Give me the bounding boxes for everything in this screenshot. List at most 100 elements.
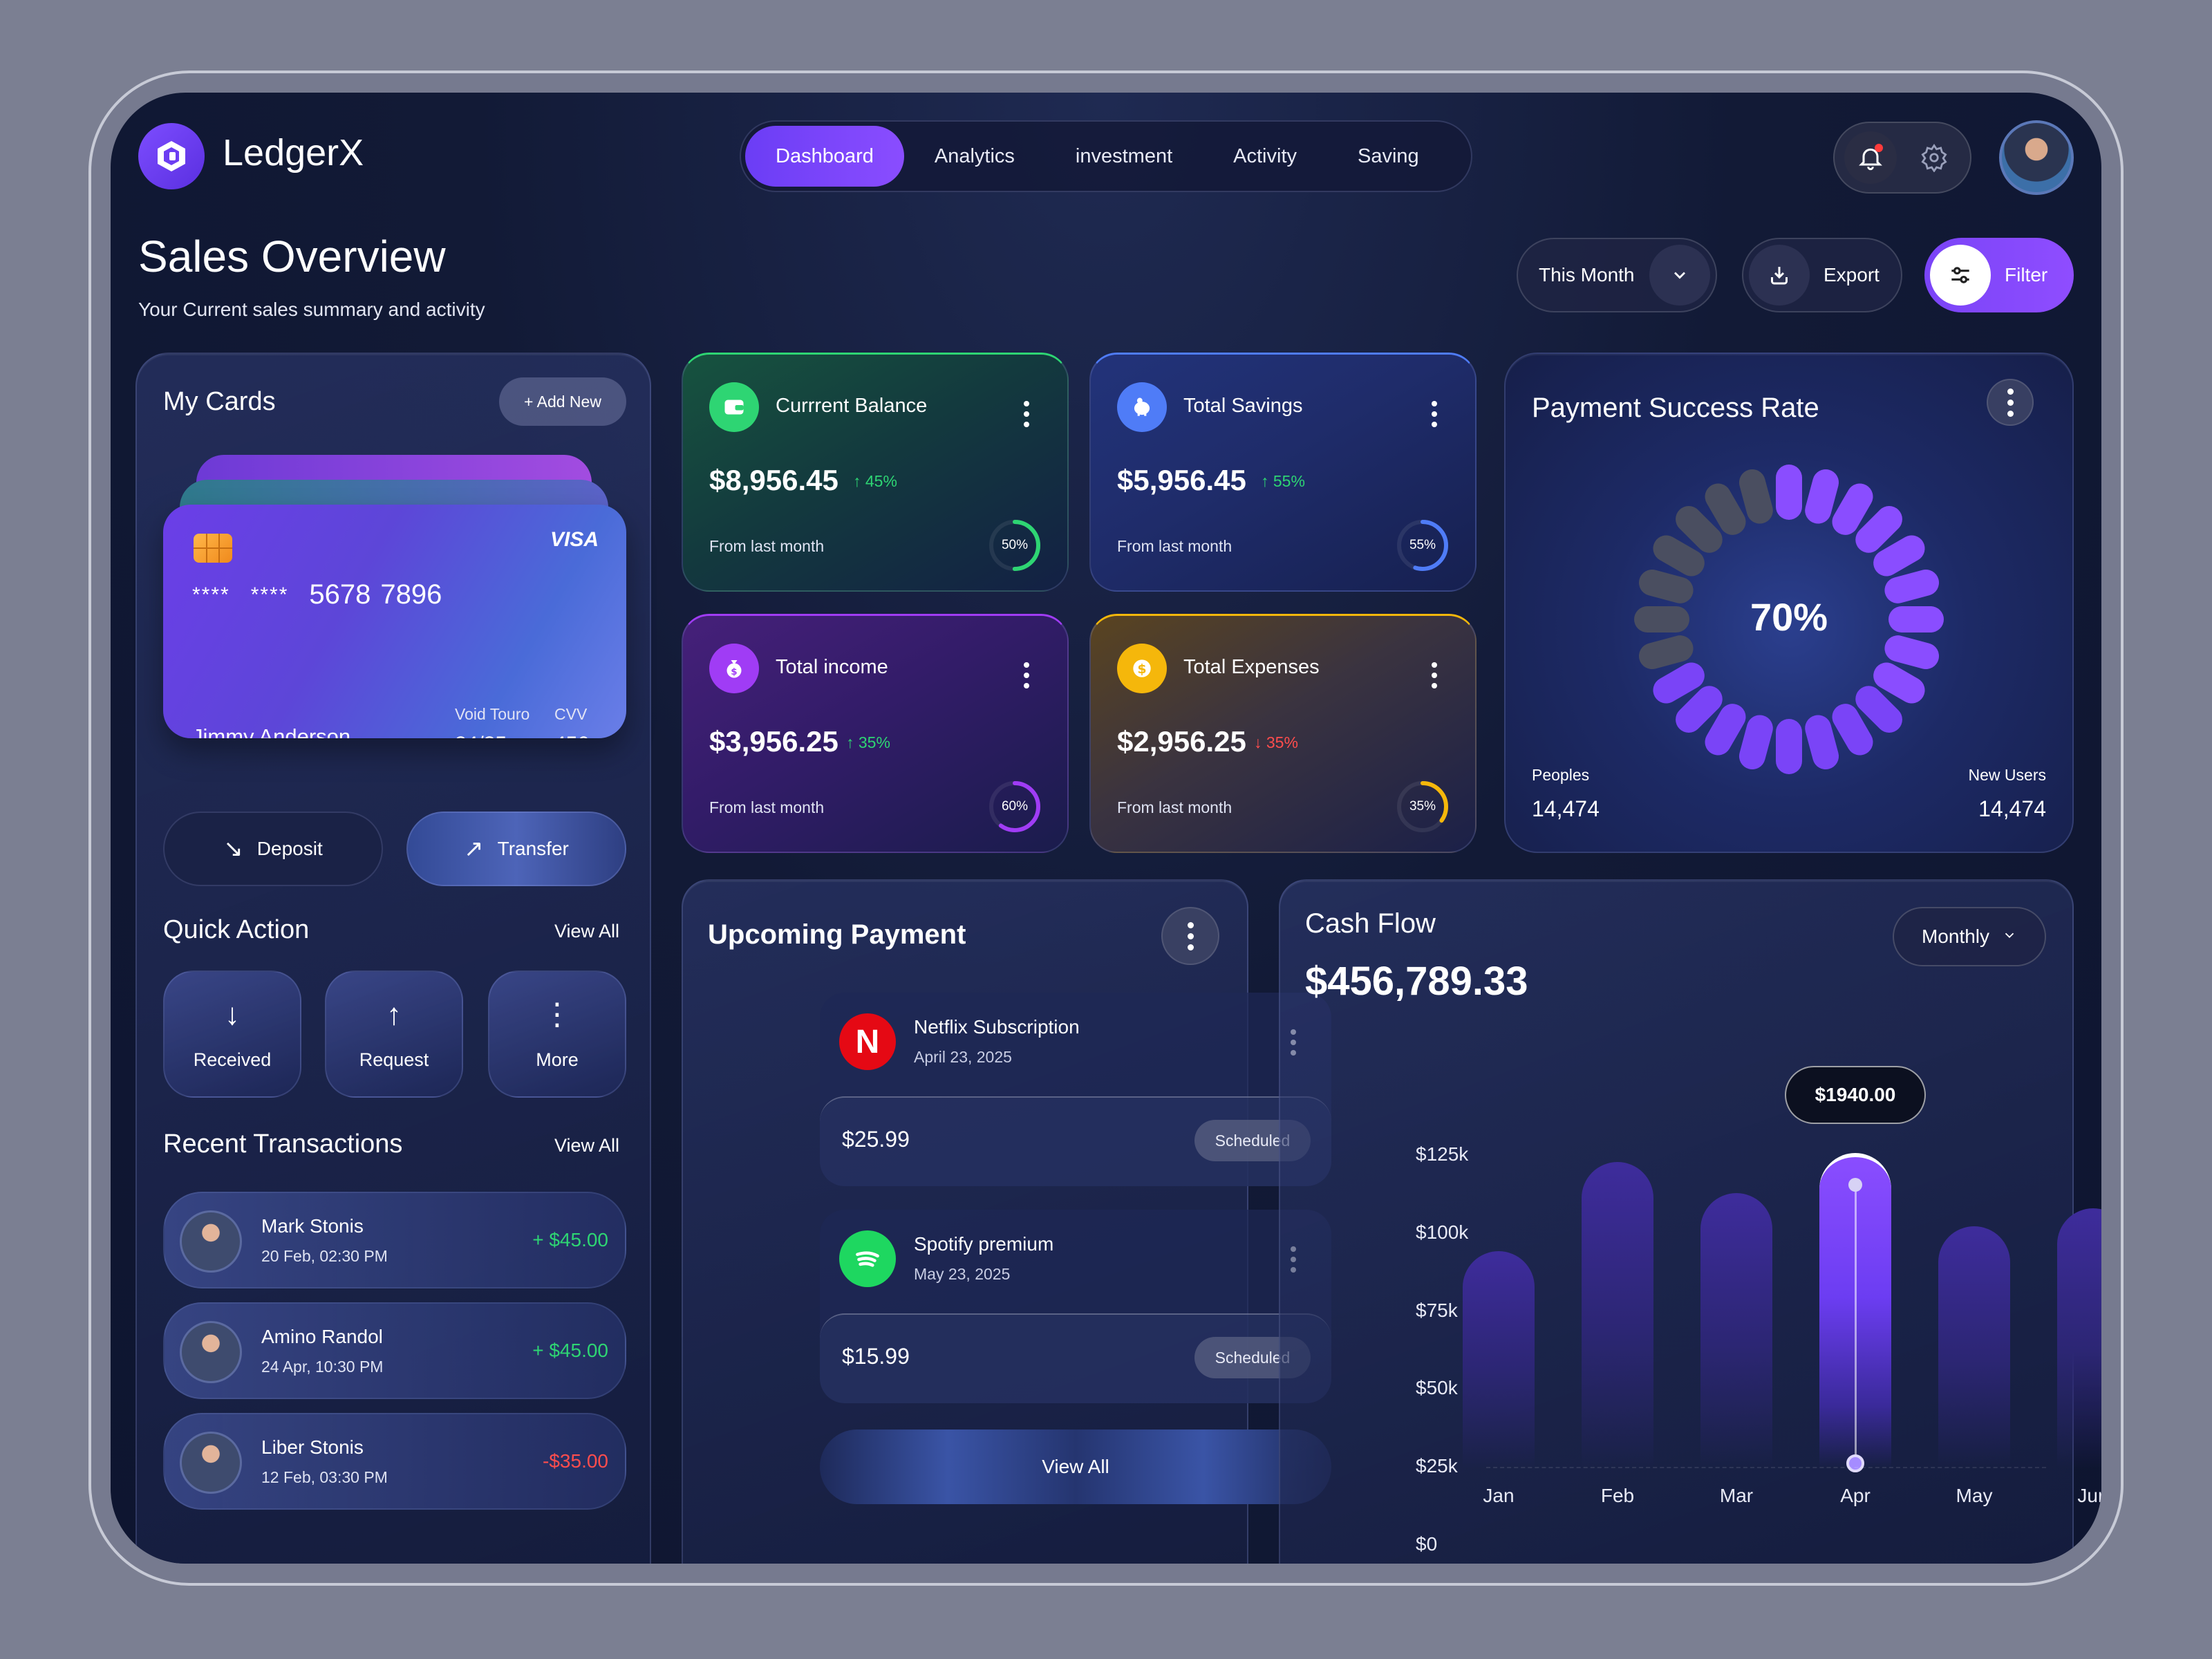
- notification-bell-icon[interactable]: [1844, 131, 1897, 184]
- gauge-segment-filled: [1738, 715, 1773, 770]
- x-axis-tick-label: Jun: [2077, 1485, 2101, 1506]
- gauge-segment-filled: [1884, 569, 1940, 603]
- avatar: [180, 1432, 242, 1494]
- progress-ring: [989, 520, 1040, 571]
- gauge-segment-filled: [1676, 686, 1723, 733]
- tab-investment[interactable]: investment: [1075, 144, 1173, 167]
- gauge-segment-filled: [1805, 715, 1839, 770]
- arrow-up-icon: ↑: [386, 997, 402, 1031]
- arrow-up-right-icon: ↗: [464, 836, 484, 862]
- piggy-bank-icon: [1117, 382, 1167, 432]
- quick-action-request[interactable]: ↑ Request: [325, 971, 463, 1098]
- transfer-button[interactable]: ↗ Transfer: [406, 812, 626, 886]
- chart-baseline: [1486, 1467, 2046, 1468]
- transaction-row[interactable]: Liber Stonis 12 Feb, 03:30 PM -$35.00: [163, 1413, 626, 1510]
- period-select[interactable]: This Month: [1517, 238, 1717, 312]
- user-avatar[interactable]: [1999, 120, 2074, 195]
- change-indicator: ↑ 35%: [846, 733, 890, 751]
- gauge-segment-empty: [1634, 606, 1689, 632]
- card-menu-icon[interactable]: [1424, 655, 1445, 696]
- quick-action-received[interactable]: ↓ Received: [163, 971, 301, 1098]
- upcoming-view-all-button[interactable]: View All: [820, 1430, 1331, 1504]
- change-indicator: ↑ 45%: [853, 472, 897, 490]
- stat-card-current-balance[interactable]: Currrent Balance $8,956.45 ↑ 45% From la…: [682, 353, 1069, 592]
- card-menu-icon[interactable]: [1424, 393, 1445, 435]
- chevron-down-icon: [1649, 245, 1710, 306]
- tab-dashboard[interactable]: Dashboard: [745, 126, 904, 187]
- app-name: LedgerX: [223, 132, 364, 174]
- quick-action-more[interactable]: ⋮ More: [488, 971, 626, 1098]
- transaction-row[interactable]: Amino Randol 24 Apr, 10:30 PM + $45.00: [163, 1302, 626, 1399]
- transaction-row[interactable]: Mark Stonis 20 Feb, 02:30 PM + $45.00: [163, 1192, 626, 1288]
- cash-flow-period-select[interactable]: Monthly: [1893, 907, 2046, 966]
- bar-jun[interactable]: [2057, 1208, 2101, 1468]
- recent-transactions-title: Recent Transactions: [163, 1130, 403, 1159]
- stat-card-total-income[interactable]: $ Total income $3,956.25 ↑ 35% From last…: [682, 614, 1069, 853]
- gauge-segment-filled: [1776, 719, 1802, 774]
- tab-analytics[interactable]: Analytics: [934, 144, 1015, 167]
- bar-jan[interactable]: [1463, 1250, 1535, 1468]
- add-new-card-button[interactable]: + Add New: [499, 377, 626, 426]
- y-axis-tick-label: $75k: [1416, 1299, 1458, 1321]
- y-axis-tick-label: $0: [1416, 1533, 1438, 1555]
- bar-mar[interactable]: [1700, 1192, 1772, 1468]
- svg-text:$: $: [1137, 662, 1146, 677]
- change-indicator: ↓ 35%: [1254, 733, 1298, 751]
- x-axis-tick-label: Jan: [1483, 1485, 1515, 1506]
- transaction-amount: + $45.00: [532, 1340, 608, 1361]
- gauge-segment-filled: [1805, 469, 1839, 524]
- avatar: [180, 1321, 242, 1383]
- settings-gear-icon[interactable]: [1908, 131, 1960, 184]
- arrow-down-right-icon: ↘: [223, 836, 243, 862]
- new-users-label: New Users: [1968, 766, 2046, 784]
- upcoming-menu-icon[interactable]: [1161, 907, 1219, 965]
- filter-label: Filter: [2005, 264, 2048, 285]
- export-button[interactable]: Export: [1742, 238, 1902, 312]
- arrow-down-icon: ↓: [225, 997, 240, 1031]
- credit-card[interactable]: VISA **** **** 5678 7896 Jimmy Anderson …: [163, 505, 626, 738]
- card-menu-icon[interactable]: [1016, 655, 1037, 696]
- bar-may[interactable]: [1938, 1226, 2010, 1468]
- gauge-segment-filled: [1855, 686, 1902, 733]
- new-users-value: 14,474: [1978, 796, 2046, 821]
- x-axis-tick-label: Feb: [1600, 1485, 1635, 1506]
- filter-button[interactable]: Filter: [1924, 238, 2074, 312]
- stat-card-total-expenses[interactable]: $ Total Expenses $2,956.25 ↓ 35% From la…: [1089, 614, 1477, 853]
- x-axis-tick-label: May: [1956, 1485, 1993, 1506]
- peoples-value: 14,474: [1532, 796, 1600, 821]
- quick-action-title: Quick Action: [163, 915, 310, 944]
- gauge-segment-empty: [1738, 469, 1773, 524]
- page-subtitle: Your Current sales summary and activity: [138, 299, 485, 320]
- dollar-coin-icon: $: [1117, 644, 1167, 693]
- quick-action-view-all[interactable]: View All: [554, 921, 620, 941]
- gauge-segment-filled: [1776, 465, 1802, 520]
- tab-activity[interactable]: Activity: [1233, 144, 1297, 167]
- bar-feb[interactable]: [1582, 1162, 1653, 1468]
- gauge-segment-empty: [1638, 569, 1694, 603]
- arrow-up-icon: ↑: [1261, 472, 1273, 490]
- y-axis-tick-label: $125k: [1416, 1143, 1469, 1165]
- payment-success-menu-icon[interactable]: [1987, 379, 2034, 426]
- upcoming-item-spotify[interactable]: Spotify premium May 23, 2025 $15.99 Sche…: [820, 1210, 1331, 1403]
- y-axis-tick-label: $50k: [1416, 1377, 1458, 1399]
- deposit-button[interactable]: ↘ Deposit: [163, 812, 383, 886]
- card-menu-icon[interactable]: [1016, 393, 1037, 435]
- gauge-segment-empty: [1653, 535, 1705, 577]
- gauge-segment-empty: [1676, 506, 1723, 553]
- svg-text:$: $: [731, 666, 737, 677]
- header-icon-group: [1833, 122, 1971, 194]
- progress-ring: [1397, 520, 1448, 571]
- y-axis-tick-label: $100k: [1416, 1221, 1469, 1243]
- card-holder: Jimmy Anderson: [192, 724, 351, 738]
- spotify-icon: [839, 1230, 896, 1287]
- stat-card-total-savings[interactable]: Total Savings $5,956.45 ↑ 55% From last …: [1089, 353, 1477, 592]
- gauge-segment-filled: [1855, 506, 1902, 553]
- sliders-icon: [1930, 245, 1991, 306]
- upcoming-item-netflix[interactable]: N Netflix Subscription April 23, 2025 $2…: [820, 993, 1331, 1186]
- success-rate-value: 70%: [1750, 595, 1828, 639]
- tab-saving[interactable]: Saving: [1358, 144, 1419, 167]
- wallet-icon: [709, 382, 759, 432]
- gauge-segment-filled: [1884, 635, 1940, 670]
- recent-transactions-view-all[interactable]: View All: [554, 1135, 620, 1156]
- cash-flow-total: $456,789.33: [1305, 959, 1528, 1004]
